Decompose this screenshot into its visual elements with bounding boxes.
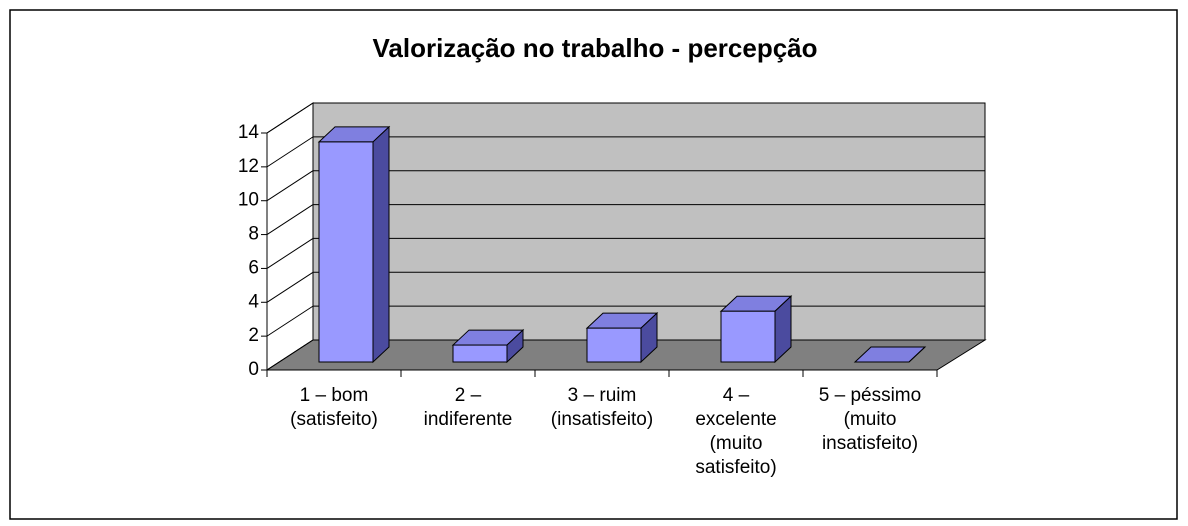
grid-line [266,238,314,269]
x-tick-label-line: (satisfeito) [290,409,378,430]
bar [586,327,642,363]
x-tick-label: 4 – excelente (muito satisfeito) [695,385,776,478]
grid-line [266,339,314,371]
x-tick-label-line: 2 – [455,385,482,406]
x-tick-label: 2 – indiferente [424,385,513,430]
x-tick-label-line: 1 – bom [300,385,369,406]
x-tick-label-line: (muito [710,433,763,454]
side-wall [266,102,314,371]
y-tick-label: 14 [238,122,260,143]
x-tick-label-line: (insatisfeito) [551,409,653,430]
bar-side [372,125,390,364]
x-tick-label-line: excelente [695,409,776,430]
x-tick-label-line: insatisfeito) [822,433,918,454]
x-tick-label: 3 – ruim (insatisfeito) [551,385,653,430]
chart-title: Valorização no trabalho - percepção [372,33,817,63]
grid-line [266,305,314,337]
bar-side [908,346,926,363]
grid-line [266,271,314,303]
bar [452,344,508,363]
y-tick-label: 4 [248,291,259,312]
grid-line [266,204,314,235]
x-tick-label: 5 – péssimo (muito insatisfeito) [819,385,921,454]
grid-line [266,136,314,168]
bar [720,310,776,363]
x-tick-label: 1 – bom (satisfeito) [290,385,378,430]
x-tick-label-line: indiferente [424,409,513,430]
grid-line [266,102,314,134]
x-tick-label-line: 5 – péssimo [819,385,921,406]
y-tick-label: 0 [248,359,259,380]
x-tick-label-line: satisfeito) [695,457,776,478]
y-tick-label: 8 [248,224,259,245]
x-tick-label-line: (muito [844,409,897,430]
x-tick-label-line: 3 – ruim [568,385,637,406]
x-tick-label-line: 4 – [723,385,750,406]
plot-area: 0 2 4 6 8 10 12 14 1 – bom (satisfeito) 2 – indifer… [238,102,987,478]
y-tick-label: 2 [248,325,259,346]
y-tick-label: 6 [248,257,259,278]
y-tick-label: 12 [238,156,259,177]
back-wall [312,102,986,341]
bar [318,141,374,363]
grid-line [266,170,314,202]
y-tick-label: 10 [238,190,259,211]
